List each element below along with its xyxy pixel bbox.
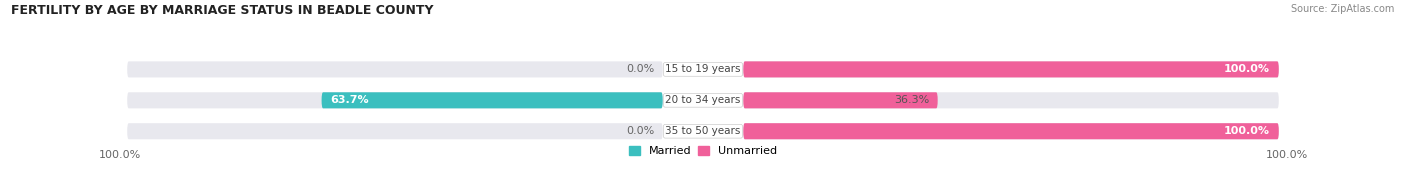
Legend: Married, Unmarried: Married, Unmarried [628, 146, 778, 156]
FancyBboxPatch shape [322, 92, 662, 108]
Text: Source: ZipAtlas.com: Source: ZipAtlas.com [1291, 4, 1395, 14]
FancyBboxPatch shape [744, 92, 938, 108]
Text: 15 to 19 years: 15 to 19 years [665, 64, 741, 74]
FancyBboxPatch shape [744, 123, 1279, 139]
FancyBboxPatch shape [744, 61, 1279, 77]
Text: 100.0%: 100.0% [1225, 126, 1270, 136]
Text: 100.0%: 100.0% [98, 150, 141, 160]
Text: 63.7%: 63.7% [330, 95, 368, 105]
Text: 35 to 50 years: 35 to 50 years [665, 126, 741, 136]
FancyBboxPatch shape [744, 123, 1279, 139]
Text: 36.3%: 36.3% [894, 95, 929, 105]
Text: 20 to 34 years: 20 to 34 years [665, 95, 741, 105]
FancyBboxPatch shape [744, 61, 1279, 77]
FancyBboxPatch shape [127, 123, 662, 139]
Text: 0.0%: 0.0% [626, 64, 654, 74]
Text: FERTILITY BY AGE BY MARRIAGE STATUS IN BEADLE COUNTY: FERTILITY BY AGE BY MARRIAGE STATUS IN B… [11, 4, 433, 17]
FancyBboxPatch shape [744, 92, 1279, 108]
Text: 100.0%: 100.0% [1225, 64, 1270, 74]
FancyBboxPatch shape [127, 61, 662, 77]
Text: 0.0%: 0.0% [626, 126, 654, 136]
FancyBboxPatch shape [127, 92, 662, 108]
Text: 100.0%: 100.0% [1265, 150, 1308, 160]
